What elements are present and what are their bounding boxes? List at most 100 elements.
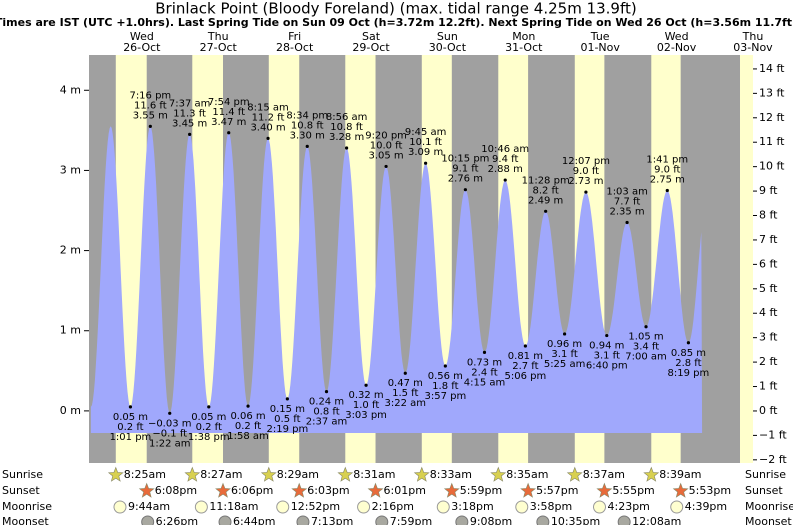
day-weekday: Thu bbox=[742, 30, 764, 43]
sunrise-icon bbox=[643, 466, 660, 482]
moonset-time: 10:35pm bbox=[551, 515, 600, 525]
sunset-time: 6:03pm bbox=[307, 484, 349, 497]
row-label: Sunrise bbox=[2, 468, 43, 481]
tide-label: 11.3 ft bbox=[173, 108, 206, 119]
tide-label: 0.85 m bbox=[671, 348, 706, 359]
y2-tick-label: 10 ft bbox=[759, 160, 785, 173]
tide-label: 7:54 pm bbox=[208, 97, 250, 108]
tide-label: 3.55 m bbox=[133, 110, 168, 121]
tide-label: 0.96 m bbox=[547, 339, 582, 350]
tide-label: 0.2 ft bbox=[235, 421, 261, 432]
sunset-time: 5:55pm bbox=[612, 484, 654, 497]
moonrise-icon bbox=[357, 500, 371, 514]
low-tide-point bbox=[285, 397, 289, 401]
moonset-time: 12:08am bbox=[632, 515, 681, 525]
moonset-icon bbox=[536, 515, 550, 525]
tide-label: 0.94 m bbox=[589, 341, 624, 352]
tide-label: 2.35 m bbox=[609, 207, 644, 218]
sunset-icon bbox=[443, 482, 460, 498]
tide-label: 8:56 am bbox=[326, 112, 368, 123]
tide-label: 3.1 ft bbox=[594, 351, 620, 362]
y2-tick-label: 7 ft bbox=[759, 233, 778, 246]
low-tide-point bbox=[686, 341, 691, 345]
moonrise-time: 9:44am bbox=[128, 500, 170, 513]
tide-label: 2.49 m bbox=[528, 195, 563, 206]
moonset-time: 6:26pm bbox=[156, 515, 198, 525]
tide-label: 11.4 ft bbox=[212, 107, 245, 118]
tide-label: 0.24 m bbox=[309, 397, 344, 408]
sunset-time: 6:08pm bbox=[155, 484, 197, 497]
tide-label: 0.06 m bbox=[230, 411, 265, 422]
y-tick-label: 1 m bbox=[60, 324, 81, 337]
tide-label: 8:19 pm bbox=[668, 368, 710, 379]
tide-label: 1:41 pm bbox=[646, 154, 688, 165]
tide-label: 9.0 ft bbox=[654, 164, 680, 175]
sunrise-icon bbox=[107, 466, 124, 482]
tide-label: 10.1 ft bbox=[409, 137, 442, 148]
tide-label: 1.05 m bbox=[628, 332, 663, 343]
tide-label: 3:03 pm bbox=[345, 410, 387, 421]
chart-title: Brinlack Point (Bloody Foreland) (max. t… bbox=[155, 0, 636, 18]
low-tide-point bbox=[443, 364, 447, 368]
sunset-time: 5:53pm bbox=[689, 484, 731, 497]
tide-label: 7:16 pm bbox=[129, 90, 171, 101]
tide-label: 0.47 m bbox=[388, 378, 423, 389]
moonrise-icon bbox=[194, 500, 208, 514]
sunrise-time: 8:25am bbox=[124, 468, 166, 481]
moonrise-icon bbox=[515, 500, 529, 514]
sunset-icon bbox=[291, 482, 308, 498]
low-tide-point bbox=[403, 371, 407, 375]
low-tide-point bbox=[246, 404, 250, 408]
tide-label: 0.15 m bbox=[270, 404, 305, 415]
tide-label: 9:45 am bbox=[405, 127, 447, 138]
day-weekday: Sun bbox=[437, 30, 458, 43]
sunset-time: 6:01pm bbox=[384, 484, 426, 497]
day-date: 29-Oct bbox=[352, 41, 390, 54]
day-date: 30-Oct bbox=[429, 41, 467, 54]
row-label: Moonset bbox=[2, 515, 49, 525]
sunset-icon bbox=[367, 482, 384, 498]
high-tide-point bbox=[503, 178, 507, 182]
tide-label: 0.2 ft bbox=[117, 422, 143, 433]
low-tide-point bbox=[207, 405, 211, 409]
tide-label: 0.05 m bbox=[113, 412, 148, 423]
sunrise-time: 8:27am bbox=[200, 468, 242, 481]
day-date: 02-Nov bbox=[657, 41, 697, 54]
sunset-icon bbox=[138, 482, 155, 498]
tide-label: 8.2 ft bbox=[532, 185, 558, 196]
day-weekday: Mon bbox=[512, 30, 535, 43]
moonset-icon bbox=[375, 515, 389, 525]
sunset-icon bbox=[596, 482, 613, 498]
high-tide-point bbox=[305, 144, 309, 148]
sunset-time: 5:59pm bbox=[460, 484, 502, 497]
sunrise-time: 8:35am bbox=[506, 468, 548, 481]
y-tick-label: 3 m bbox=[60, 163, 81, 176]
tide-label: −0.1 ft bbox=[152, 428, 187, 439]
tide-label: 3.28 m bbox=[329, 132, 364, 143]
tide-label: 9.0 ft bbox=[573, 166, 599, 177]
tide-label: −0.03 m bbox=[148, 418, 192, 429]
low-tide-point bbox=[324, 390, 329, 394]
tide-label: 1:01 pm bbox=[110, 432, 152, 443]
row-label: Sunset bbox=[2, 484, 40, 497]
high-tide-point bbox=[625, 220, 629, 225]
tide-label: 3.09 m bbox=[408, 147, 443, 158]
sunrise-time: 8:33am bbox=[430, 468, 472, 481]
tide-label: 3.4 ft bbox=[633, 342, 659, 353]
tide-label: 1:22 am bbox=[149, 438, 191, 449]
moonset-time: 7:59pm bbox=[390, 515, 432, 525]
moonset-icon bbox=[218, 515, 232, 525]
low-tide-point bbox=[605, 333, 609, 338]
sunrise-time: 8:29am bbox=[277, 468, 319, 481]
y-tick-label: 2 m bbox=[60, 244, 81, 257]
moonset-icon bbox=[455, 515, 469, 525]
daylight-band bbox=[740, 55, 753, 463]
high-tide-point bbox=[424, 161, 428, 165]
day-date: 27-Oct bbox=[200, 41, 238, 54]
tide-label: 1:03 am bbox=[606, 187, 648, 198]
tide-label: 10:46 am bbox=[481, 144, 529, 155]
day-weekday: Thu bbox=[207, 30, 229, 43]
moonrise-time: 4:39pm bbox=[685, 500, 727, 513]
low-tide-point bbox=[168, 411, 172, 415]
